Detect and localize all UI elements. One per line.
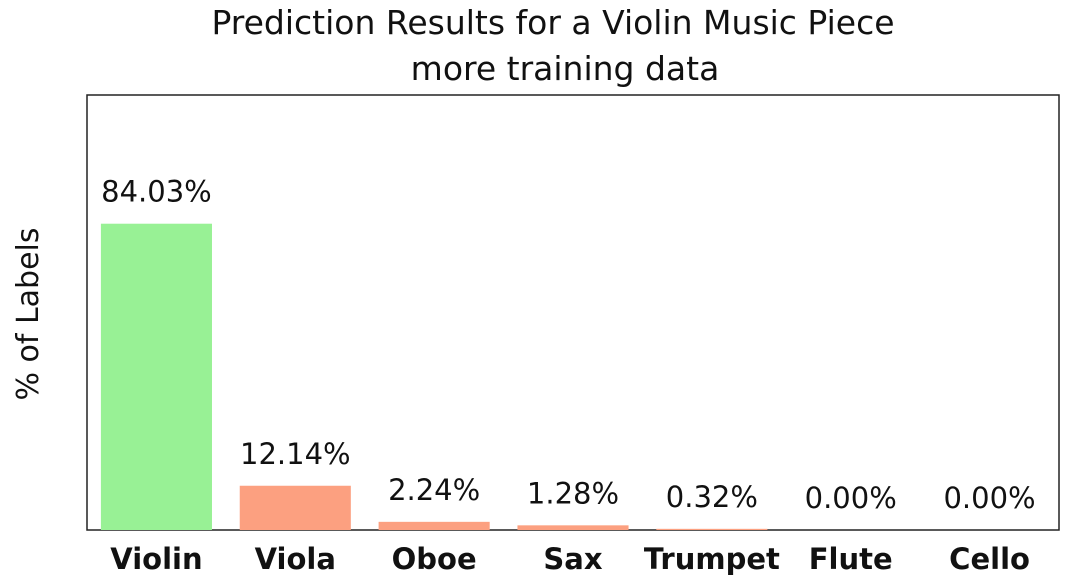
value-labels-group: 84.03% 12.14% 2.24% 1.28% 0.32% 0.00% 0.00% bbox=[101, 175, 1035, 515]
x-tick-label-oboe: Oboe bbox=[392, 542, 477, 576]
y-axis-label: % of Labels bbox=[11, 227, 46, 400]
bar-trumpet bbox=[656, 528, 768, 530]
value-label-cello: 0.00% bbox=[943, 481, 1035, 515]
value-label-viola: 12.14% bbox=[240, 437, 351, 471]
x-tick-label-cello: Cello bbox=[949, 542, 1030, 576]
bar-sax bbox=[517, 525, 629, 530]
bar-viola bbox=[239, 485, 351, 530]
value-label-violin: 84.03% bbox=[101, 175, 212, 209]
x-tick-label-trumpet: Trumpet bbox=[644, 542, 780, 576]
bars-group bbox=[100, 223, 768, 530]
x-tick-labels-group: Violin Viola Oboe Sax Trumpet Flute Cello bbox=[110, 542, 1030, 576]
chart-title: Prediction Results for a Violin Music Pi… bbox=[211, 3, 894, 42]
value-label-oboe: 2.24% bbox=[388, 473, 480, 507]
value-label-trumpet: 0.32% bbox=[666, 480, 758, 514]
x-tick-label-sax: Sax bbox=[543, 542, 602, 576]
chart-subtitle: more training data bbox=[411, 49, 720, 88]
plot-area-frame bbox=[86, 94, 1060, 531]
bar-oboe bbox=[378, 521, 490, 530]
x-tick-label-flute: Flute bbox=[809, 542, 893, 576]
value-label-flute: 0.00% bbox=[805, 481, 897, 515]
value-label-sax: 1.28% bbox=[527, 476, 619, 510]
bar-violin bbox=[100, 223, 212, 530]
x-tick-label-violin: Violin bbox=[110, 542, 202, 576]
x-tick-label-viola: Viola bbox=[255, 542, 336, 576]
